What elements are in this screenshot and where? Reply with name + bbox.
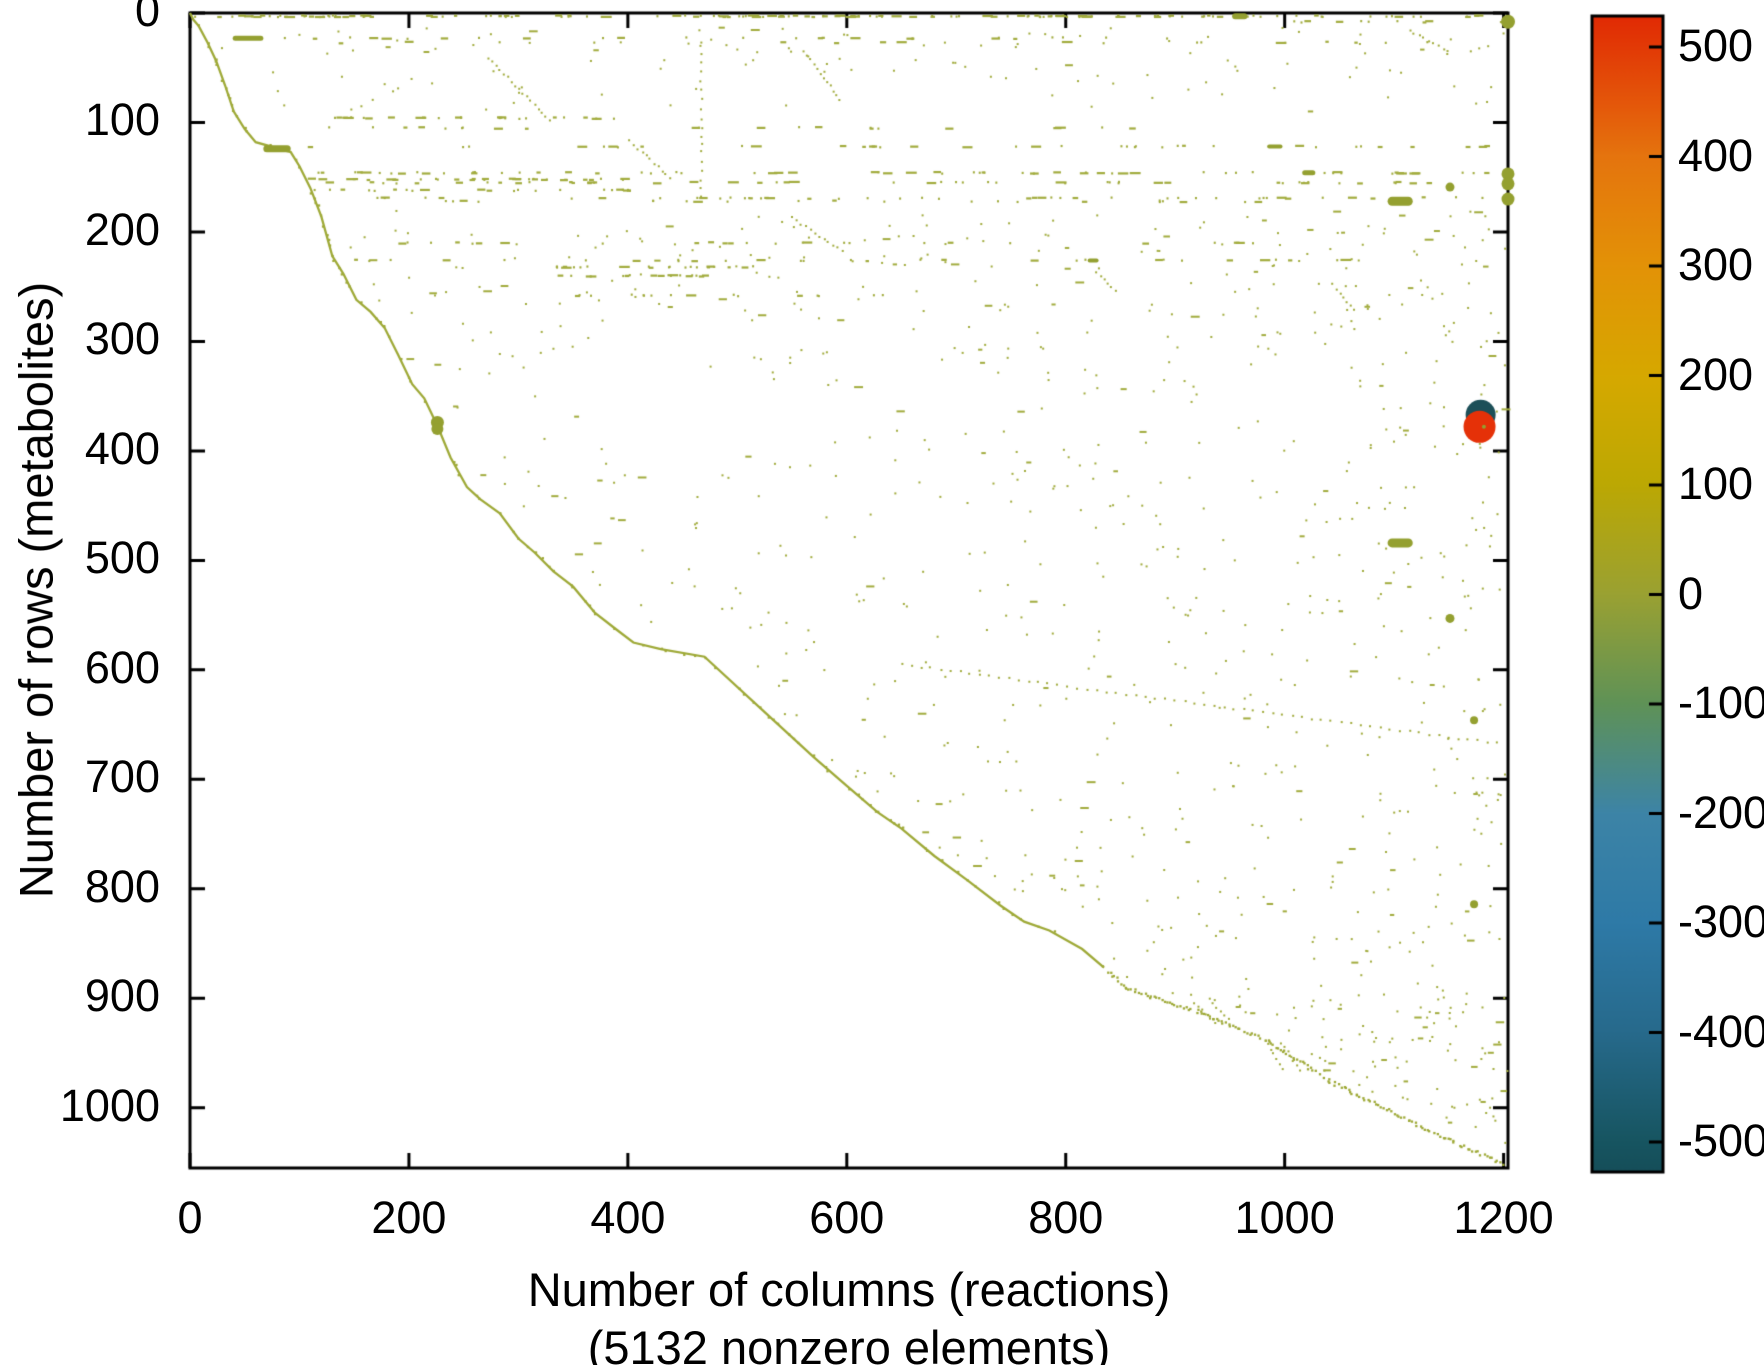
colorbar-tick-label: -500 [1678,1114,1764,1166]
colorbar-tick-label: 200 [1678,348,1754,400]
y-tick-label: 1000 [59,1079,160,1131]
colorbar-tick-label: 0 [1678,567,1704,619]
x-axis-subtitle: (5132 nonzero elements) [587,1321,1111,1365]
y-axis-title: Number of rows (metabolites) [9,281,63,899]
x-tick-label: 0 [177,1192,203,1243]
colorbar-tick-label: 300 [1678,238,1754,290]
y-tick-label: 100 [84,94,160,146]
x-tick-label: 200 [371,1192,447,1243]
y-tick-label: 300 [84,313,160,365]
colorbar-tick-label: 500 [1678,19,1754,71]
colorbar-tick-label: 100 [1678,457,1754,509]
y-tick-label: 500 [84,532,160,584]
y-tick-label: 600 [84,641,160,693]
colorbar-tick-label: -100 [1678,676,1764,728]
x-tick-label: 800 [1028,1192,1104,1243]
x-axis-title: Number of columns (reactions) [527,1263,1171,1316]
x-tick-label: 400 [590,1192,666,1243]
y-tick-label: 900 [84,970,160,1022]
colorbar-tick-label: 400 [1678,129,1754,181]
colorbar-tick-label: -200 [1678,786,1764,838]
x-tick-label: 1200 [1453,1192,1554,1243]
colorbar-tick-label: -300 [1678,895,1764,947]
y-tick-label: 700 [84,751,160,803]
x-tick-label: 600 [809,1192,885,1243]
y-tick-label: 200 [84,203,160,255]
colorbar-tick-label: -400 [1678,1005,1764,1057]
y-tick-label: 400 [84,422,160,474]
x-tick-label: 1000 [1234,1192,1335,1243]
y-tick-label: 800 [84,860,160,912]
y-tick-label: 0 [134,0,160,36]
